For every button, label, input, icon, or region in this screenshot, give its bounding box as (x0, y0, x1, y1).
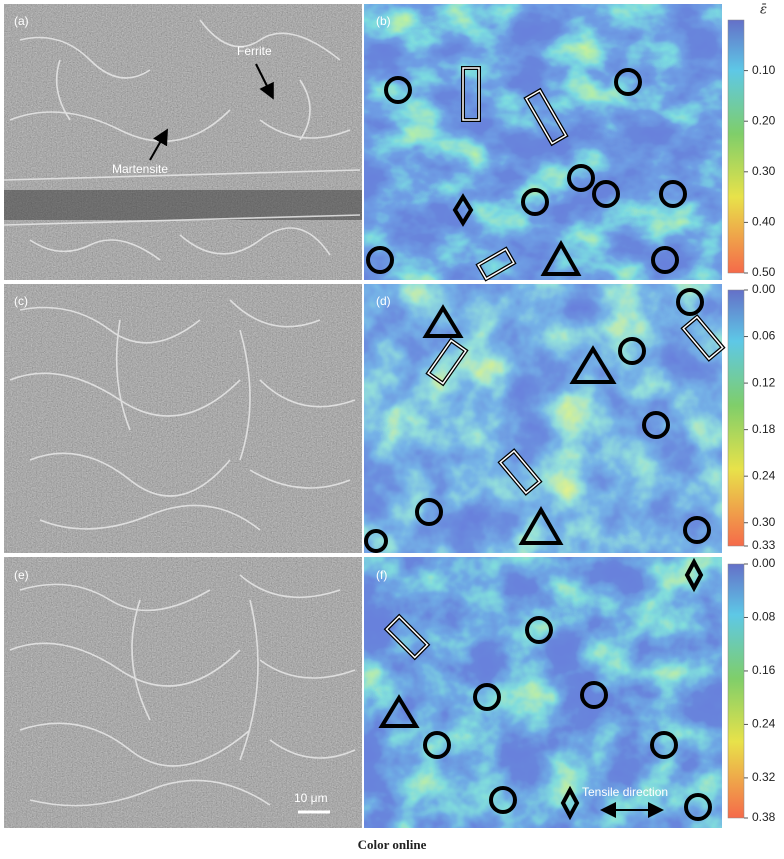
strain-map-d (364, 284, 722, 553)
colorbar-tick-label: 0.32 (752, 770, 776, 784)
colorbar-tick-label: 0.18 (752, 422, 776, 436)
micrograph-e (4, 557, 362, 828)
colorbar-tick-label: 0.16 (752, 663, 776, 677)
panel-label: (e) (14, 568, 29, 582)
colorbar-tick-label: 0.24 (752, 468, 776, 482)
colorbar-symbol: ε̄ (760, 3, 767, 18)
colorbar-tick-label: 0.33 (752, 538, 776, 552)
colorbar-tick-label: 0.30 (752, 515, 776, 529)
annotation-ferrite: Ferrite (237, 44, 272, 58)
colorbar-tick-label: 0.12 (752, 375, 776, 389)
tensile-direction-label: Tensile direction (582, 785, 668, 799)
colorbar-tick-label: 0.38 (752, 810, 776, 824)
strain-map-f (364, 557, 722, 828)
markers-b (366, 66, 687, 282)
markers-f (378, 557, 712, 821)
panel-label: (b) (376, 14, 391, 28)
markers-d (364, 288, 726, 553)
colorbar-tick-label: 0.50 (752, 265, 776, 279)
caption: Color online (358, 837, 427, 852)
panel-label: (f) (376, 568, 387, 582)
strain-map-b (364, 4, 722, 280)
micrograph-c (4, 284, 362, 553)
colorbar-tick-label: 0.30 (752, 164, 776, 178)
annotation-martensite: Martensite (112, 162, 168, 176)
colorbar-tick-label: 0.40 (752, 215, 776, 229)
micrograph-a (3, 4, 362, 280)
colorbar-tick-label: 0.06 (752, 329, 776, 343)
colorbar (727, 289, 745, 547)
scale-bar-label: 10 μm (294, 791, 328, 805)
colorbar-tick-label: 0.08 (752, 610, 776, 624)
panel-label: (d) (376, 294, 391, 308)
colorbar-tick-label: 0.24 (752, 717, 776, 731)
colorbar-tick-label: 0.20 (752, 113, 776, 127)
panel-label: (c) (14, 294, 28, 308)
panel-label: (a) (14, 14, 29, 28)
colorbar (727, 563, 745, 819)
colorbar (727, 19, 745, 274)
colorbar-tick-label: 0.00 (752, 282, 776, 296)
colorbar-tick-label: 0.00 (752, 556, 776, 570)
colorbar-tick-label: 0.10 (752, 63, 776, 77)
